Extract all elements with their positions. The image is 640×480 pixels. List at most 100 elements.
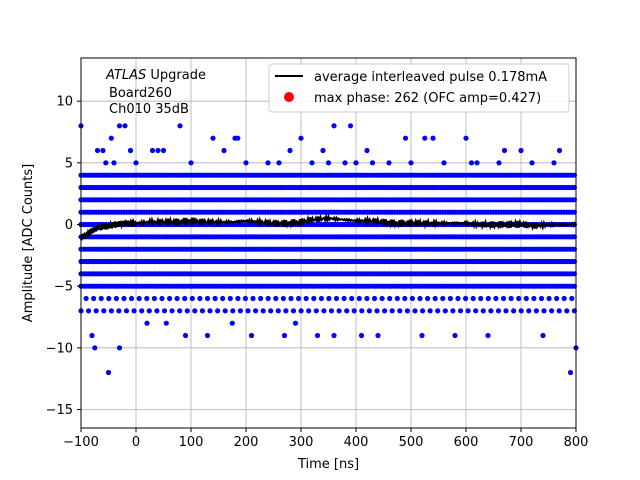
sample-point <box>478 295 484 302</box>
sample-point <box>331 332 337 339</box>
annotation-line-1: ATLAS Upgrade <box>105 68 206 83</box>
sample-point <box>105 369 112 376</box>
sample-point <box>320 147 326 154</box>
sample-point <box>273 295 279 302</box>
legend: average interleaved pulse 0.178mA max ph… <box>268 63 570 113</box>
sample-point <box>204 332 211 339</box>
x-axis-ticks: −100 0 100 200 300 400 500 600 700 800 <box>63 428 588 450</box>
sample-point <box>91 295 97 302</box>
sample-point <box>404 308 410 314</box>
x-tick-label: 400 <box>344 435 369 450</box>
sample-point <box>538 295 545 302</box>
x-tick-label: 700 <box>509 435 534 450</box>
legend-box <box>268 63 570 113</box>
sample-point <box>149 147 156 154</box>
sample-point <box>336 308 342 314</box>
sample-point <box>488 308 494 314</box>
sample-point <box>374 308 380 314</box>
sample-point <box>549 308 555 314</box>
x-tick-label: 100 <box>179 435 204 450</box>
sample-point <box>245 308 251 314</box>
sample-point <box>351 308 357 314</box>
sample-point <box>480 308 486 314</box>
sample-point <box>493 295 499 302</box>
sample-point <box>265 295 271 302</box>
sample-point <box>122 123 128 129</box>
x-tick-label: 200 <box>234 435 259 450</box>
sample-point <box>280 295 286 302</box>
sample-point <box>412 308 418 314</box>
sample-point <box>379 295 385 302</box>
sample-point <box>309 160 315 166</box>
sample-point <box>287 147 293 154</box>
sample-point <box>155 147 161 154</box>
sample-point <box>427 308 433 314</box>
sample-point <box>356 295 362 302</box>
sample-point <box>113 295 119 302</box>
sample-point <box>474 160 480 166</box>
sample-point <box>342 160 348 166</box>
sample-point <box>133 160 139 166</box>
sample-point <box>108 135 114 141</box>
sample-point <box>523 295 529 302</box>
sample-point <box>100 147 106 154</box>
plot-frame <box>80 57 577 429</box>
sample-point <box>146 308 152 314</box>
sample-point <box>386 160 392 166</box>
sample-point <box>541 308 547 314</box>
sample-point <box>353 160 359 166</box>
sample-point <box>495 308 502 314</box>
sample-point <box>192 308 198 314</box>
sample-point <box>314 332 321 339</box>
sample-point <box>229 320 235 326</box>
sample-point <box>188 160 194 166</box>
annotation-line-2: Board260 <box>109 86 172 101</box>
sample-point <box>298 135 304 141</box>
sample-point <box>465 308 471 314</box>
sample-point <box>349 295 355 302</box>
sample-point <box>93 308 99 314</box>
sample-point <box>371 295 378 302</box>
sample-point <box>358 332 365 339</box>
sample-point <box>123 308 130 314</box>
sample-point <box>432 295 438 302</box>
sample-point <box>402 135 409 141</box>
sample-point <box>485 295 491 302</box>
sample-point <box>417 295 423 302</box>
sample-point <box>529 160 535 166</box>
sample-point <box>333 295 340 302</box>
legend-entry-max-phase: max phase: 262 (OFC amp=0.427) <box>314 91 541 106</box>
sample-point <box>144 320 150 326</box>
sample-point <box>556 147 563 154</box>
sample-point <box>230 308 236 314</box>
sample-point <box>442 308 448 314</box>
sample-point <box>347 123 354 129</box>
sample-point <box>184 308 190 314</box>
x-tick-label: 300 <box>289 435 314 450</box>
y-tick-label: −5 <box>54 280 73 295</box>
x-axis-label: Time [ns] <box>297 457 359 472</box>
sample-point <box>508 295 514 302</box>
sample-point <box>174 295 180 302</box>
sample-point <box>457 308 464 314</box>
x-tick-label: 0 <box>132 435 140 450</box>
sample-point <box>220 295 226 302</box>
sample-point <box>452 332 458 339</box>
sample-point <box>265 160 271 166</box>
sample-point <box>425 295 431 302</box>
sample-point <box>167 295 173 302</box>
sample-point <box>382 308 388 314</box>
sample-point <box>103 160 109 166</box>
sample-point <box>402 295 408 302</box>
y-axis-ticks: −15 −10 −5 0 5 10 <box>46 95 81 418</box>
sample-point <box>189 295 195 302</box>
sample-point <box>455 295 461 302</box>
sample-point <box>116 123 123 129</box>
sample-point <box>551 160 557 166</box>
sample-point <box>129 295 135 302</box>
sample-point <box>94 147 101 154</box>
sample-point <box>163 320 169 326</box>
sample-point <box>283 308 289 314</box>
sample-point <box>325 160 332 166</box>
